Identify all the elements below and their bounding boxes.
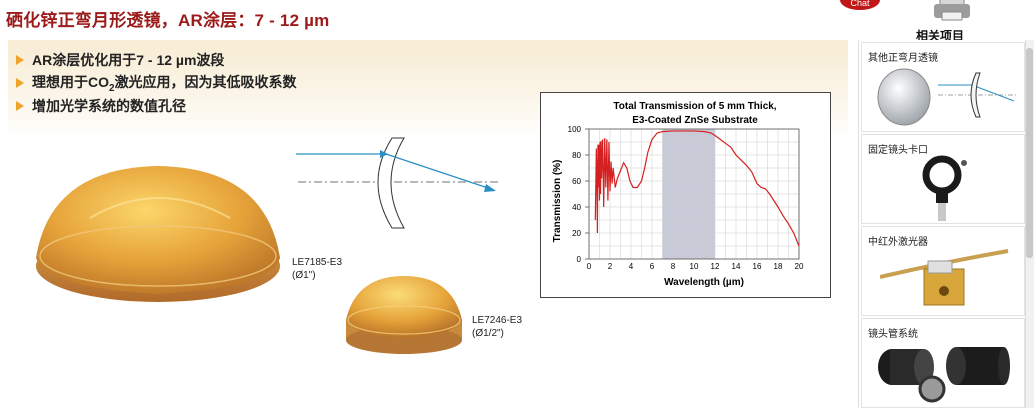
feature-text-part: 激光应用，因为其低吸收系数 xyxy=(114,73,297,90)
lens-mount-thumbnail xyxy=(922,155,967,221)
feature-item: 理想用于CO2激光应用，因为其低吸收系数 xyxy=(16,71,297,94)
y-tick-label: 60 xyxy=(572,177,581,186)
transmission-chart: Total Transmission of 5 mm Thick, E3-Coa… xyxy=(552,101,804,288)
chart-title: Total Transmission of 5 mm Thick, xyxy=(613,101,776,112)
refracted-ray xyxy=(385,153,495,191)
chart-subtitle: E3-Coated ZnSe Substrate xyxy=(632,115,758,126)
y-tick-label: 40 xyxy=(572,203,581,212)
x-tick-label: 12 xyxy=(711,262,720,271)
x-tick-label: 10 xyxy=(690,262,699,271)
x-tick-label: 20 xyxy=(795,262,804,271)
related-item-mid-ir-lasers[interactable]: 中红外激光器 xyxy=(861,226,1025,316)
related-item-label: 中红外激光器 xyxy=(868,237,928,248)
x-tick-label: 18 xyxy=(774,262,783,271)
lens-label-small: LE7246-E3 (Ø1/2") xyxy=(472,314,522,340)
related-item-lens-tube-systems[interactable]: 镜头管系统 xyxy=(861,318,1025,408)
x-tick-label: 16 xyxy=(753,262,762,271)
plot-area-border xyxy=(588,128,800,260)
related-items-sidebar: 其他正弯月透镜 固定镜头卡口 中红外激光器 镜头管系统 xyxy=(858,40,1025,408)
y-tick-label: 0 xyxy=(577,255,582,264)
x-tick-label: 4 xyxy=(629,262,634,271)
lens-label-large: LE7185-E3 (Ø1") xyxy=(292,256,342,282)
x-tick-label: 8 xyxy=(671,262,676,271)
x-tick-label: 6 xyxy=(650,262,655,271)
bullet-arrow-icon xyxy=(16,100,24,111)
y-tick-label: 80 xyxy=(572,151,581,160)
lens-diameter: (Ø1/2") xyxy=(472,328,504,339)
ray-arrow-icon xyxy=(484,184,496,192)
related-item-label: 其他正弯月透镜 xyxy=(868,53,938,64)
laser-thumbnail xyxy=(880,249,1009,306)
x-tick-label: 14 xyxy=(732,262,741,271)
x-tick-label: 2 xyxy=(608,262,613,271)
bullet-arrow-icon xyxy=(16,54,24,65)
lens-part-number: LE7246-E3 xyxy=(472,315,523,326)
feature-item: 增加光学系统的数值孔径 xyxy=(16,94,297,117)
lens-image-small xyxy=(346,276,462,354)
bullet-arrow-icon xyxy=(16,77,24,88)
feature-text: AR涂层优化用于7 - 12 µm波段 xyxy=(32,51,225,68)
sidebar-scrollbar-thumb[interactable] xyxy=(1026,48,1033,258)
related-item-lens-mounts[interactable]: 固定镜头卡口 xyxy=(861,134,1025,224)
ray-diagram xyxy=(296,137,498,229)
feature-text: 增加光学系统的数值孔径 xyxy=(32,97,186,114)
transmission-series-line xyxy=(594,130,800,247)
feature-text: 理想用于CO2激光应用，因为其低吸收系数 xyxy=(32,72,297,94)
chat-bubble-icon xyxy=(840,0,880,10)
printer-icon[interactable] xyxy=(932,0,972,22)
lens-diameter: (Ø1") xyxy=(292,270,316,281)
lens-tube-thumbnail xyxy=(878,347,1010,403)
lens-part-number: LE7185-E3 xyxy=(292,257,343,268)
meniscus-thumbnail xyxy=(877,68,1016,126)
feature-list: AR涂层优化用于7 - 12 µm波段 理想用于CO2激光应用，因为其低吸收系数… xyxy=(16,48,297,117)
subscript-2: 2 xyxy=(109,82,115,94)
related-item-meniscus-lenses[interactable]: 其他正弯月透镜 xyxy=(861,42,1025,132)
chat-badge-label: Chat xyxy=(850,0,870,8)
feature-item: AR涂层优化用于7 - 12 µm波段 xyxy=(16,48,297,71)
chart-xlabel: Wavelength (µm) xyxy=(664,277,744,288)
related-item-label: 固定镜头卡口 xyxy=(868,145,928,156)
related-item-label: 镜头管系统 xyxy=(868,329,918,340)
y-tick-label: 100 xyxy=(568,125,582,134)
x-tick-label: 0 xyxy=(587,262,592,271)
lens-image-large xyxy=(36,166,280,302)
related-items-heading: 相关项目 xyxy=(916,29,965,43)
page-title: 硒化锌正弯月形透镜，AR涂层：7 - 12 µm xyxy=(6,11,330,30)
feature-text-part: 理想用于CO xyxy=(32,73,109,90)
chat-badge[interactable]: Chat xyxy=(826,0,882,12)
ray-arrow-icon xyxy=(380,150,388,158)
transmission-chart-frame: Total Transmission of 5 mm Thick, E3-Coa… xyxy=(540,92,831,298)
chart-ylabel: Transmission (%) xyxy=(552,160,563,243)
meniscus-lens-icon xyxy=(377,137,405,229)
y-tick-label: 20 xyxy=(572,229,581,238)
